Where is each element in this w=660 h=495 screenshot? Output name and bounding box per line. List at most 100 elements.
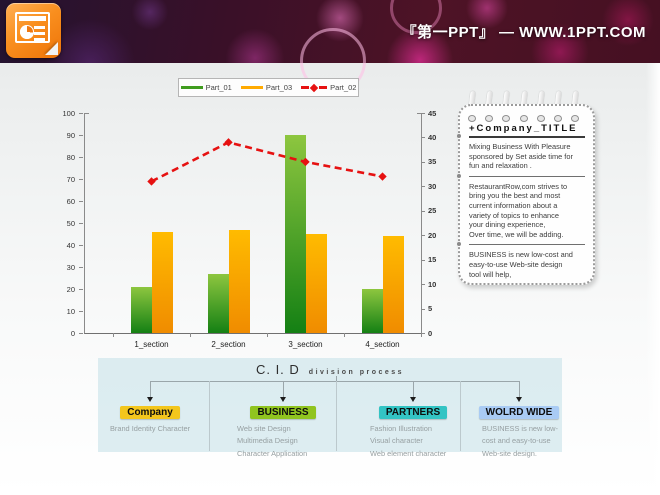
powerpoint-icon-slide (15, 12, 50, 43)
header-banner: 『第一PPT』 — WWW.1PPT.COM (0, 0, 660, 94)
legend-label: Part_02 (330, 83, 357, 92)
bar-Part_01-2_section (207, 273, 229, 333)
drop-connector (519, 381, 520, 397)
node-item: Visual character (370, 436, 423, 446)
node-item: BUSINESS is new low- (482, 424, 558, 433)
legend-swatch-part02 (301, 83, 328, 92)
left-axis-tick (79, 267, 83, 268)
drop-connector (283, 381, 284, 397)
right-axis-tick-label: 35 (428, 157, 437, 167)
left-axis-tick-label: 30 (66, 262, 75, 272)
paragraph-separator (457, 173, 585, 178)
text-line-glyph (34, 26, 45, 29)
spiral-hole (554, 115, 562, 122)
notepad-paragraph: BUSINESS is new low-cost and easy-to-use… (469, 250, 573, 279)
notepad-title: +Company_TITLE (469, 123, 578, 134)
left-axis: 100 90 80 70 60 50 40 30 20 10 0 (40, 109, 83, 338)
column-divider (336, 381, 337, 451)
node-item: Web site Design (237, 424, 291, 433)
line-marker (147, 177, 156, 186)
line-series-Part_02 (147, 138, 387, 186)
x-axis-tick (421, 333, 422, 337)
line-marker (378, 172, 387, 181)
left-axis-tick (79, 311, 83, 312)
left-axis-tick-label: 60 (66, 196, 75, 206)
left-axis-tick (79, 157, 83, 158)
left-axis-tick-label: 70 (66, 174, 75, 184)
left-axis-tick-label: 20 (66, 284, 75, 294)
node-box-wrap: WOLRD WIDE (467, 402, 571, 420)
arrow-down-icon (409, 397, 416, 402)
column-divider (460, 381, 461, 451)
node-item: Web-site design. (482, 448, 537, 458)
right-axis-tick-label: 25 (428, 206, 437, 216)
legend-label: Part_01 (205, 83, 232, 92)
left-axis-tick (79, 245, 83, 246)
node-item: Fashion Illustration (370, 424, 433, 433)
right-axis-tick (421, 235, 425, 237)
left-axis-tick (79, 333, 83, 334)
diagram-column-company: Company Brand Identity Character (98, 402, 202, 435)
notepad-paragraph: Mixing Business With Pleasure sponsored … (469, 142, 573, 171)
bar-Part_01-1_section (130, 286, 152, 333)
left-axis-tick-label: 100 (62, 108, 75, 118)
chart-legend: Part_01 Part_03 Part_02 (178, 78, 359, 97)
right-axis: 45 40 35 30 25 20 15 10 5 0 (421, 109, 461, 338)
node-item: Brand Identity Character (109, 424, 191, 433)
right-axis-tick-label: 15 (428, 255, 437, 265)
notepad-paragraph: RestaurantRow,com strives to bring you t… (469, 181, 568, 239)
node-box-business: BUSINESS (250, 406, 316, 419)
right-axis-tick-label: 45 (428, 108, 437, 118)
diagram-column-business: BUSINESS Web site Design Multimedia Design… (231, 402, 335, 460)
node-box-wrap: Company (98, 402, 202, 420)
node-box-wrap: PARTNERS (361, 402, 465, 420)
legend-item-part01: Part_01 (180, 83, 232, 92)
line-marker (301, 157, 310, 167)
node-items: Brand Identity Character (98, 423, 202, 435)
spiral-hole (571, 115, 580, 122)
brand-text[interactable]: 『第一PPT』 — WWW.1PPT.COM (401, 24, 646, 41)
right-axis-tick (421, 161, 425, 163)
bar-Part_01-4_section (361, 289, 383, 333)
x-axis-label: 4_section (365, 340, 400, 349)
left-axis-tick (79, 113, 83, 114)
arrow-down-icon (515, 397, 522, 402)
diagram-column-partners: PARTNERS Fashion Illustration Visual chara… (361, 402, 465, 460)
horizontal-connector (150, 381, 519, 382)
node-items: BUSINESS is new low-cost and easy-to-use… (467, 423, 571, 460)
drop-connector (413, 381, 414, 397)
paragraph-separator (457, 242, 585, 247)
left-axis-tick (79, 201, 83, 202)
left-axis-tick-label: 40 (66, 240, 75, 250)
legend-label: Part_03 (265, 83, 293, 92)
right-axis-tick (421, 333, 425, 334)
right-axis-tick-label: 0 (428, 328, 433, 338)
bar-Part_03-2_section (228, 229, 250, 333)
right-axis-tick (421, 137, 425, 139)
right-axis-tick (421, 186, 425, 188)
node-item: cost and easy-to-use (482, 436, 551, 446)
x-axis-tick (190, 333, 191, 337)
page-fold (45, 42, 58, 55)
right-axis-tick-label: 30 (428, 181, 437, 191)
right-axis-tick-label: 20 (428, 230, 437, 240)
chart-plot-area: 1_section 2_section 3_section 4_section (84, 113, 422, 349)
node-box-wrap: BUSINESS (231, 402, 335, 420)
notepad: +Company_TITLE Mixing Business With Plea… (457, 104, 595, 285)
bar-Part_03-1_section (151, 231, 173, 333)
legend-swatch-part01 (180, 86, 203, 89)
arrow-down-icon (279, 397, 286, 402)
left-axis-tick (79, 179, 83, 180)
diagram-title-sub: division process (308, 369, 405, 376)
diagram-title: C. I. D division process (98, 361, 562, 379)
left-axis-tick-label: 0 (70, 328, 75, 338)
node-box-partners: PARTNERS (378, 406, 448, 419)
legend-item-part03: Part_03 (240, 83, 293, 92)
spiral-hole (519, 115, 528, 122)
spiral-hole (485, 115, 494, 122)
left-axis-tick-label: 10 (66, 306, 75, 316)
x-axis-tick (267, 333, 268, 337)
right-axis-tick-label: 5 (428, 304, 433, 314)
left-axis-tick-label: 80 (66, 152, 75, 162)
